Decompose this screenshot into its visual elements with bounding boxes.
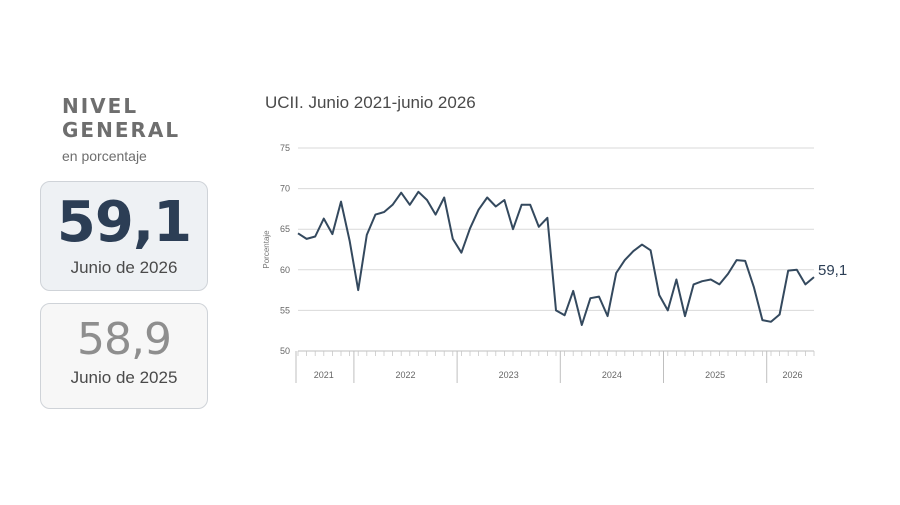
end-value-label: 59,1 — [818, 262, 847, 279]
x-tick-label: 2026 — [782, 370, 802, 380]
current-value: 59,1 — [56, 190, 192, 255]
panel-title-line1: NIVEL — [62, 94, 139, 118]
previous-date: Junio de 2025 — [70, 368, 178, 387]
x-tick-label: 2025 — [705, 370, 725, 380]
line-chart: 50 55 60 65 70 75 Porcentaje 2021 2022 2023 2024 20… — [262, 143, 847, 383]
y-axis-label: Porcentaje — [262, 230, 271, 269]
x-tick-label: 2021 — [314, 370, 334, 380]
previous-value-card: 58,9 Junio de 2025 — [40, 303, 208, 409]
previous-value: 58,9 — [77, 314, 172, 365]
x-tick-label: 2023 — [499, 370, 519, 380]
current-value-card: 59,1 Junio de 2026 — [40, 181, 208, 291]
y-tick-label: 65 — [280, 224, 290, 234]
y-tick-label: 70 — [280, 184, 290, 194]
y-tick-label: 60 — [280, 265, 290, 275]
series-line — [297, 190, 815, 326]
y-tick-label: 55 — [280, 305, 290, 315]
current-date: Junio de 2026 — [70, 258, 178, 277]
chart-title: UCII. Junio 2021-junio 2026 — [265, 93, 476, 112]
y-tick-label: 75 — [280, 143, 290, 153]
panel-title-line2: GENERAL — [62, 118, 181, 142]
x-tick-label: 2022 — [395, 370, 415, 380]
panel-title: NIVEL GENERAL — [62, 94, 180, 142]
y-tick-label: 50 — [280, 346, 290, 356]
x-tick-label: 2024 — [602, 370, 622, 380]
panel-subtitle: en porcentaje — [62, 148, 147, 164]
